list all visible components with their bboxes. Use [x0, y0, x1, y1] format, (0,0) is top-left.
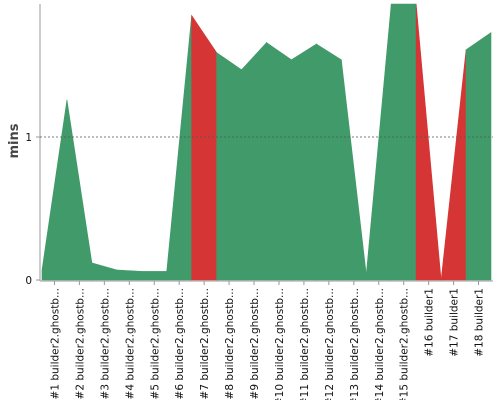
area-segment-2	[66, 99, 93, 281]
x-tick-label: #9 builder2.ghostb...	[249, 288, 261, 399]
area-segment-11	[291, 43, 317, 281]
y-axis-label: mins	[7, 123, 22, 158]
area-segment-14	[365, 3, 392, 281]
area-segment-8	[216, 52, 242, 281]
area-segments	[41, 3, 492, 281]
x-tick-label: #4 builder2.ghostb...	[124, 288, 136, 399]
x-tick-label: #17 builder1	[449, 288, 461, 357]
area-segment-5	[141, 271, 168, 281]
area-segment-15	[390, 3, 417, 281]
area-segment-12	[316, 43, 342, 281]
x-tick-label: #13 builder2.ghostb...	[349, 288, 361, 400]
x-ticks: #1 builder2.ghostb... #2 builder2.ghostb.…	[49, 281, 486, 400]
x-tick-label: #3 builder2.ghostb...	[99, 288, 111, 399]
x-tick-label: #12 builder2.ghostb...	[324, 288, 336, 400]
x-tick-label: #8 builder2.ghostb...	[224, 288, 236, 399]
x-tick-label: #1 builder2.ghostb...	[49, 288, 61, 399]
x-tick-label: #7 builder2.ghostb...	[199, 288, 211, 399]
x-tick-label: #6 builder2.ghostb...	[174, 288, 186, 399]
area-segment-4	[116, 269, 143, 281]
area-segment-16	[415, 3, 442, 281]
axes	[39, 4, 493, 282]
area-segment-7	[191, 14, 217, 281]
x-tick-label: #11 builder2.ghostb...	[299, 288, 311, 400]
area-segment-10	[266, 42, 292, 281]
x-tick-label: #2 builder2.ghostb...	[74, 288, 86, 399]
x-tick-label: #16 builder1	[424, 288, 436, 357]
area-segment-6	[166, 15, 192, 281]
area-segment-9	[241, 41, 267, 281]
y-tick-label: 1	[25, 132, 32, 144]
area-segment-1	[41, 99, 68, 281]
area-segment-17	[440, 49, 467, 281]
x-tick-label: #5 builder2.ghostb...	[149, 288, 161, 399]
x-tick-label: #18 builder1	[474, 288, 486, 357]
y-tick-label: 0	[25, 275, 32, 287]
x-tick-label: #14 builder2.ghostb...	[374, 288, 386, 400]
x-tick-label: #15 builder2.ghostb...	[399, 288, 411, 400]
x-tick-label: #10 builder2.ghostb...	[274, 288, 286, 400]
y-ticks: 01	[25, 132, 40, 287]
area-segment-3	[91, 262, 118, 281]
area-segment-18	[465, 32, 492, 281]
area-segment-13	[341, 59, 367, 281]
